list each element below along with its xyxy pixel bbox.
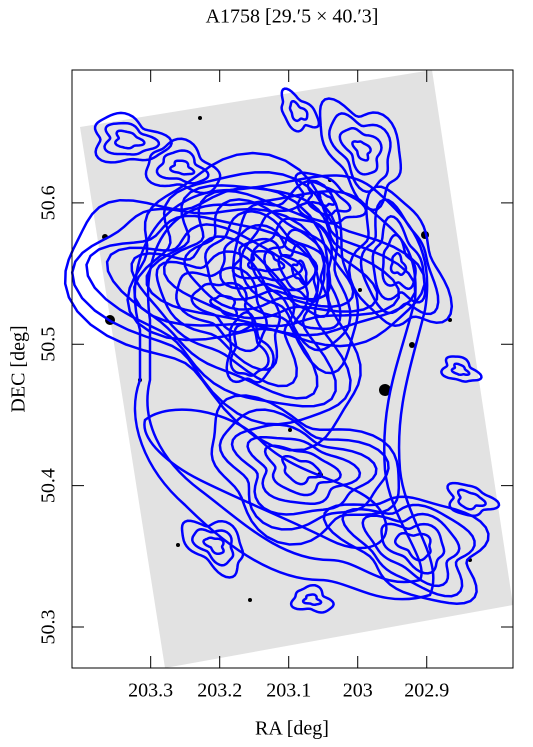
star bbox=[176, 543, 180, 547]
contour bbox=[361, 512, 461, 588]
contour bbox=[155, 149, 210, 185]
star bbox=[248, 598, 252, 602]
contour bbox=[231, 179, 360, 375]
contour bbox=[229, 322, 270, 377]
contour bbox=[322, 495, 490, 605]
contour bbox=[263, 444, 342, 497]
x-tick-label: 203.3 bbox=[128, 680, 173, 702]
y-tick-label: 50.3 bbox=[38, 610, 60, 645]
contour bbox=[246, 250, 286, 273]
plot-frame bbox=[71, 69, 514, 669]
contour bbox=[359, 198, 440, 316]
contour bbox=[277, 242, 319, 304]
y-tick-label: 50.6 bbox=[38, 185, 60, 220]
contour bbox=[389, 251, 408, 276]
contours bbox=[63, 87, 501, 614]
chart-title: A1758 [29.′5 × 40.′3] bbox=[206, 6, 379, 28]
contour bbox=[371, 214, 427, 304]
contour bbox=[249, 217, 342, 331]
contour bbox=[133, 171, 417, 337]
contour bbox=[183, 198, 355, 311]
star bbox=[288, 428, 292, 432]
star bbox=[379, 384, 391, 396]
contour bbox=[328, 112, 392, 193]
contour bbox=[239, 200, 352, 352]
x-tick-label: 202.9 bbox=[404, 680, 449, 702]
contour bbox=[169, 159, 196, 176]
contour bbox=[180, 519, 245, 579]
contour bbox=[446, 481, 501, 518]
contour bbox=[204, 210, 332, 301]
contour bbox=[209, 294, 239, 317]
contour bbox=[263, 228, 331, 318]
contour bbox=[288, 100, 309, 123]
contour bbox=[290, 259, 308, 286]
contour bbox=[440, 355, 483, 383]
star bbox=[358, 288, 362, 292]
contour bbox=[105, 223, 319, 400]
contour bbox=[338, 126, 383, 176]
contour bbox=[393, 531, 432, 562]
contour bbox=[230, 423, 378, 516]
contour bbox=[143, 408, 388, 550]
contour bbox=[93, 111, 173, 164]
x-axis-label: RA [deg] bbox=[255, 718, 329, 740]
contour bbox=[246, 435, 362, 505]
contour bbox=[281, 454, 323, 486]
y-tick-label: 50.4 bbox=[38, 468, 60, 503]
contour bbox=[380, 522, 446, 575]
x-tick-label: 203.1 bbox=[266, 680, 311, 702]
star bbox=[198, 116, 202, 120]
contour bbox=[130, 235, 298, 388]
contour bbox=[133, 174, 435, 601]
contour bbox=[202, 536, 225, 556]
contour bbox=[306, 180, 352, 217]
contour bbox=[301, 593, 323, 606]
y-tick-label: 50.5 bbox=[38, 327, 60, 362]
contour bbox=[114, 129, 146, 150]
contour bbox=[280, 87, 321, 133]
contour bbox=[351, 140, 372, 162]
x-tick-label: 203 bbox=[343, 680, 373, 702]
y-axis-label: DEC [deg] bbox=[8, 325, 30, 412]
star bbox=[448, 318, 452, 322]
contour bbox=[103, 121, 161, 156]
star bbox=[409, 342, 415, 348]
contour bbox=[318, 97, 403, 212]
x-tick-label: 203.2 bbox=[197, 680, 242, 702]
contour bbox=[450, 362, 471, 377]
contour bbox=[191, 528, 235, 567]
contour bbox=[456, 488, 487, 511]
contour bbox=[146, 190, 423, 584]
contour bbox=[219, 223, 319, 292]
contour bbox=[145, 184, 400, 328]
contour bbox=[225, 311, 275, 384]
contour bbox=[126, 151, 426, 348]
contour bbox=[318, 191, 337, 208]
contour bbox=[218, 408, 390, 531]
contour bbox=[341, 503, 476, 598]
contour bbox=[289, 583, 335, 614]
